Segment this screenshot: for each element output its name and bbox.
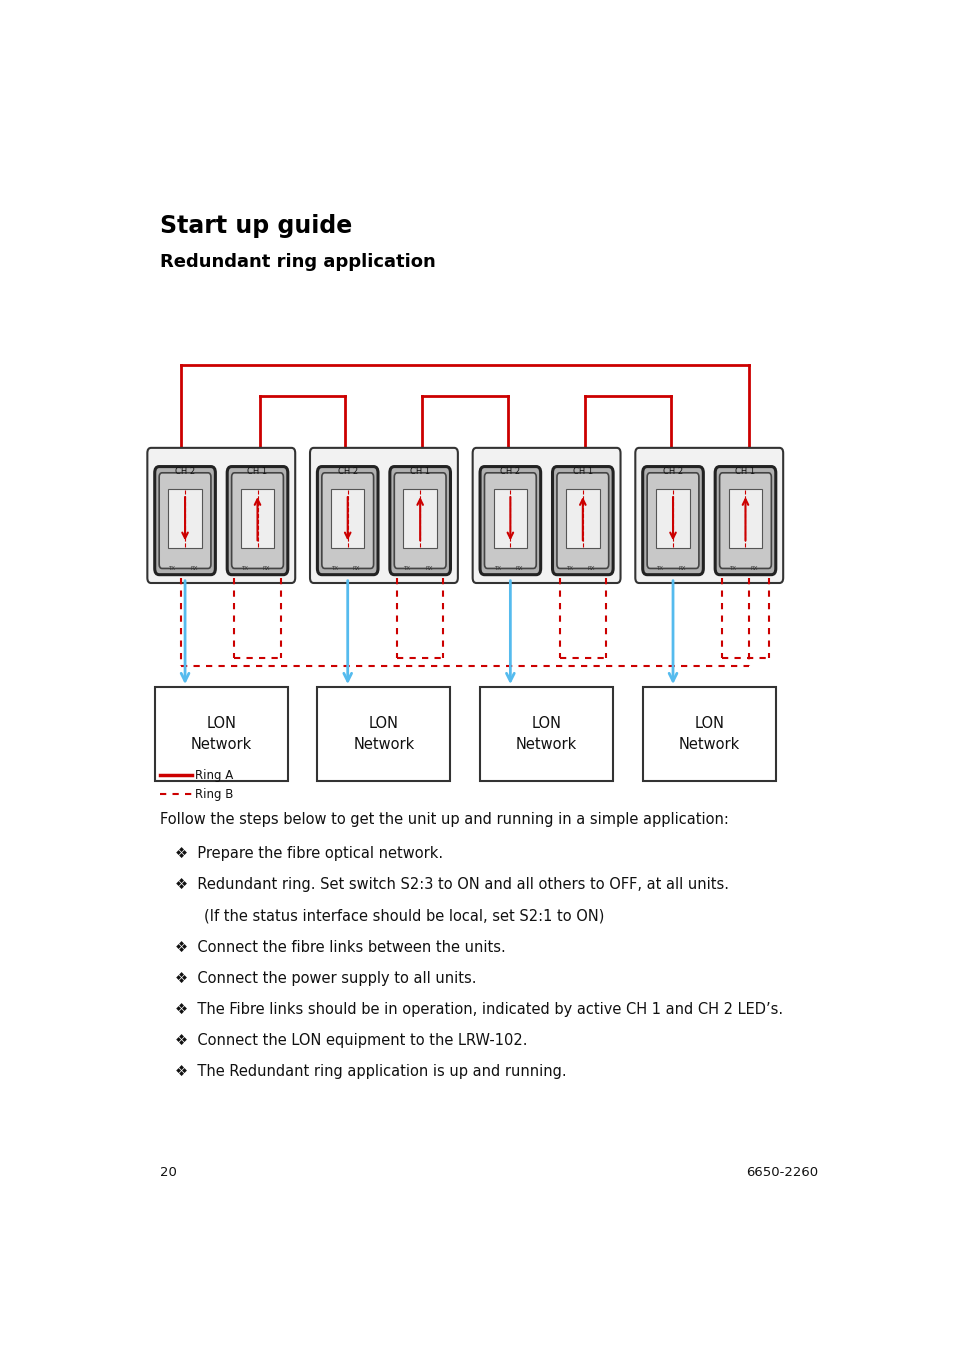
Text: Redundant ring application: Redundant ring application — [160, 254, 436, 271]
Text: TX: TX — [168, 566, 175, 571]
FancyBboxPatch shape — [484, 472, 536, 568]
FancyBboxPatch shape — [719, 472, 771, 568]
Text: TX: TX — [493, 566, 500, 571]
FancyBboxPatch shape — [642, 467, 702, 575]
Text: Ring B: Ring B — [195, 787, 233, 801]
Text: RX: RX — [190, 566, 197, 571]
Text: Ring A: Ring A — [195, 768, 233, 782]
Text: RX: RX — [353, 566, 360, 571]
FancyBboxPatch shape — [310, 448, 457, 583]
Text: LON
Network: LON Network — [516, 716, 577, 752]
FancyBboxPatch shape — [715, 467, 775, 575]
FancyBboxPatch shape — [321, 472, 374, 568]
Text: RX: RX — [425, 566, 433, 571]
FancyBboxPatch shape — [635, 448, 782, 583]
FancyBboxPatch shape — [227, 467, 288, 575]
FancyBboxPatch shape — [646, 472, 699, 568]
FancyBboxPatch shape — [240, 489, 274, 548]
Text: RX: RX — [515, 566, 522, 571]
Text: RX: RX — [262, 566, 270, 571]
Text: CH 2: CH 2 — [337, 467, 357, 475]
Text: TX: TX — [331, 566, 337, 571]
FancyBboxPatch shape — [403, 489, 436, 548]
Text: CH 1: CH 1 — [572, 467, 592, 475]
Text: CH 1: CH 1 — [410, 467, 430, 475]
FancyBboxPatch shape — [728, 489, 761, 548]
FancyBboxPatch shape — [168, 489, 202, 548]
FancyBboxPatch shape — [317, 467, 377, 575]
Text: TX: TX — [565, 566, 573, 571]
Text: ❖  Connect the LON equipment to the LRW-102.: ❖ Connect the LON equipment to the LRW-1… — [174, 1033, 527, 1048]
Text: LON
Network: LON Network — [678, 716, 740, 752]
FancyBboxPatch shape — [390, 467, 450, 575]
Text: RX: RX — [587, 566, 595, 571]
Text: CH 1: CH 1 — [735, 467, 755, 475]
Bar — [479, 687, 613, 780]
Text: ❖  Redundant ring. Set switch S2:3 to ON and all others to OFF, at all units.: ❖ Redundant ring. Set switch S2:3 to ON … — [174, 878, 728, 892]
Text: Follow the steps below to get the unit up and running in a simple application:: Follow the steps below to get the unit u… — [160, 811, 728, 826]
Text: ❖  Connect the fibre links between the units.: ❖ Connect the fibre links between the un… — [174, 940, 505, 954]
FancyBboxPatch shape — [394, 472, 446, 568]
Text: TX: TX — [403, 566, 410, 571]
Text: 6650-2260: 6650-2260 — [745, 1165, 817, 1179]
FancyBboxPatch shape — [147, 448, 294, 583]
Text: ❖  The Fibre links should be in operation, indicated by active CH 1 and CH 2 LED: ❖ The Fibre links should be in operation… — [174, 1002, 782, 1017]
Text: CH 1: CH 1 — [247, 467, 267, 475]
Text: TX: TX — [240, 566, 248, 571]
Text: CH 2: CH 2 — [174, 467, 195, 475]
Text: ❖  The Redundant ring application is up and running.: ❖ The Redundant ring application is up a… — [174, 1064, 566, 1079]
Text: TX: TX — [728, 566, 735, 571]
FancyBboxPatch shape — [656, 489, 689, 548]
Text: LON
Network: LON Network — [353, 716, 415, 752]
FancyBboxPatch shape — [154, 467, 215, 575]
FancyBboxPatch shape — [493, 489, 527, 548]
Bar — [642, 687, 775, 780]
FancyBboxPatch shape — [552, 467, 613, 575]
Text: Start up guide: Start up guide — [160, 215, 352, 238]
Text: CH 2: CH 2 — [499, 467, 520, 475]
FancyBboxPatch shape — [479, 467, 540, 575]
FancyBboxPatch shape — [331, 489, 364, 548]
FancyBboxPatch shape — [472, 448, 619, 583]
Text: LON
Network: LON Network — [191, 716, 252, 752]
Text: TX: TX — [656, 566, 662, 571]
Text: 20: 20 — [160, 1165, 176, 1179]
Text: ❖  Prepare the fibre optical network.: ❖ Prepare the fibre optical network. — [174, 846, 442, 861]
Text: (If the status interface should be local, set S2:1 to ON): (If the status interface should be local… — [204, 909, 604, 923]
FancyBboxPatch shape — [232, 472, 283, 568]
Bar — [317, 687, 450, 780]
FancyBboxPatch shape — [565, 489, 599, 548]
Bar — [154, 687, 288, 780]
FancyBboxPatch shape — [557, 472, 608, 568]
FancyBboxPatch shape — [159, 472, 211, 568]
Text: ❖  Connect the power supply to all units.: ❖ Connect the power supply to all units. — [174, 971, 476, 986]
Text: RX: RX — [750, 566, 758, 571]
Text: CH 2: CH 2 — [662, 467, 682, 475]
Text: RX: RX — [678, 566, 685, 571]
